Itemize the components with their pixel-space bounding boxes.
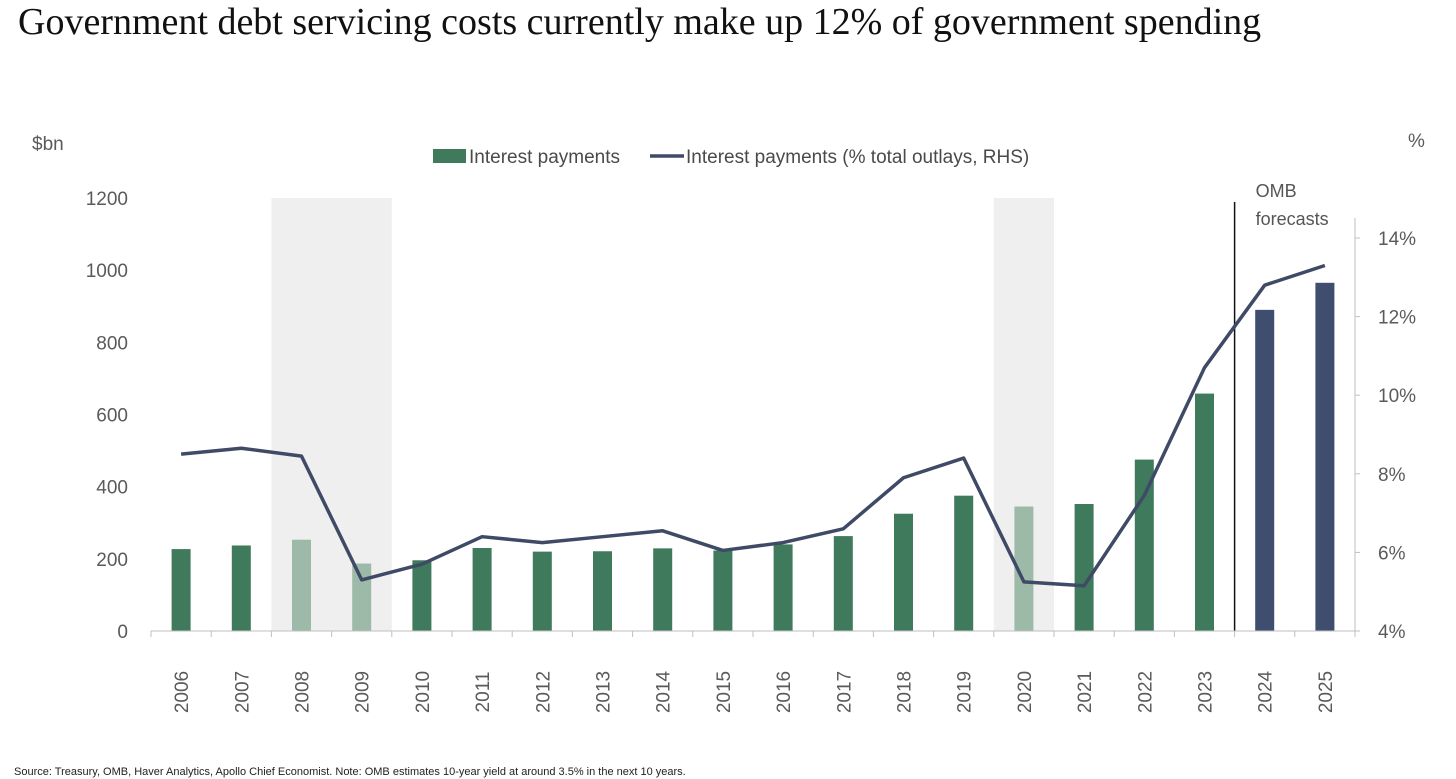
x-tick-label: 2025 bbox=[1316, 671, 1337, 713]
bar-series bbox=[171, 282, 1335, 631]
x-tick-label: 2022 bbox=[1135, 671, 1156, 713]
line-series bbox=[180, 263, 1326, 588]
right-tick-label: 10% bbox=[1378, 386, 1416, 407]
right-axis-label: % bbox=[1408, 131, 1425, 152]
right-tick-label: 4% bbox=[1378, 622, 1406, 643]
bar-2006 bbox=[171, 549, 191, 631]
bar-2012 bbox=[532, 551, 552, 631]
x-tick-label: 2023 bbox=[1196, 671, 1217, 713]
x-tick-label: 2020 bbox=[1015, 671, 1036, 713]
left-tick-label: 400 bbox=[96, 478, 128, 499]
bar-2015 bbox=[713, 550, 733, 631]
x-tick-label: 2007 bbox=[232, 671, 253, 713]
right-axis-ticks: 4% 6% 8% 10% 12% 14% bbox=[1355, 229, 1416, 643]
left-axis-label: $bn bbox=[32, 134, 64, 155]
left-axis-ticks: 0 200 400 600 800 1000 1200 bbox=[86, 189, 128, 643]
legend-label-line: Interest payments (% total outlays, RHS) bbox=[686, 147, 1029, 168]
right-tick-label: 14% bbox=[1378, 229, 1416, 250]
bar-2008 bbox=[292, 539, 311, 631]
bar-2024 bbox=[1255, 309, 1275, 631]
x-tick-label: 2012 bbox=[533, 671, 554, 713]
x-tick-label: 2009 bbox=[353, 671, 374, 713]
x-tick-label: 2013 bbox=[594, 671, 615, 713]
x-tick-label: 2024 bbox=[1256, 670, 1277, 713]
x-tick-label: 2018 bbox=[895, 671, 916, 713]
bar-2020 bbox=[1014, 506, 1034, 631]
x-tick-label: 2016 bbox=[774, 671, 795, 713]
bar-2011 bbox=[472, 548, 492, 631]
x-tick-label: 2008 bbox=[293, 671, 314, 713]
left-tick-label: 200 bbox=[96, 550, 128, 571]
left-tick-label: 1200 bbox=[86, 189, 128, 210]
left-tick-label: 0 bbox=[117, 622, 128, 643]
forecast-note-line-1: OMB bbox=[1256, 181, 1297, 201]
bar-2014 bbox=[653, 548, 673, 631]
x-tick-label: 2019 bbox=[955, 671, 976, 713]
legend: Interest payments Interest payments (% t… bbox=[433, 147, 1029, 168]
bar-2023 bbox=[1195, 393, 1214, 631]
x-tick-label: 2021 bbox=[1075, 671, 1096, 713]
source-note: Source: Treasury, OMB, Haver Analytics, … bbox=[14, 766, 686, 778]
forecast-note-line-2: forecasts bbox=[1256, 209, 1329, 229]
recession-shade bbox=[271, 198, 392, 631]
x-tick-label: 2011 bbox=[473, 672, 494, 713]
bar-2017 bbox=[833, 536, 853, 631]
bar-2010 bbox=[412, 560, 432, 631]
legend-label-bar: Interest payments bbox=[469, 147, 620, 168]
bar-2009 bbox=[352, 563, 372, 631]
left-tick-label: 600 bbox=[96, 406, 128, 427]
bar-2016 bbox=[773, 544, 793, 631]
left-tick-label: 800 bbox=[96, 333, 128, 354]
bar-2007 bbox=[231, 545, 251, 631]
x-tick-label: 2010 bbox=[413, 671, 434, 713]
legend-swatch-bar bbox=[433, 149, 466, 163]
right-tick-label: 6% bbox=[1378, 543, 1406, 564]
x-tick-label: 2006 bbox=[172, 671, 193, 713]
bar-2021 bbox=[1074, 503, 1094, 631]
left-tick-label: 1000 bbox=[86, 261, 128, 282]
bar-2019 bbox=[954, 495, 974, 631]
x-tick-label: 2015 bbox=[714, 671, 735, 713]
x-axis-ticks: 2006 2007 2008 2009 2010 2011 2012 2013 2014 2015… bbox=[150, 631, 1356, 713]
x-tick-label: 2014 bbox=[654, 670, 675, 713]
bar-2018 bbox=[894, 513, 913, 631]
bar-2025 bbox=[1315, 282, 1335, 631]
recession-shading bbox=[271, 198, 1054, 631]
bar-2013 bbox=[593, 551, 612, 631]
right-tick-label: 8% bbox=[1378, 465, 1406, 486]
right-tick-label: 12% bbox=[1378, 308, 1416, 329]
x-tick-label: 2017 bbox=[834, 671, 855, 713]
chart-title: Government debt servicing costs currentl… bbox=[18, 1, 1261, 43]
